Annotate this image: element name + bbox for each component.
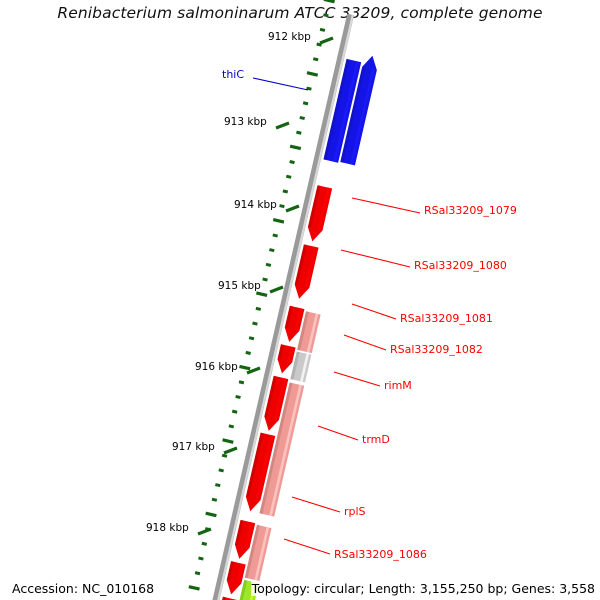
scale-tick xyxy=(245,350,251,355)
gene-label-rimM[interactable]: rimM xyxy=(384,379,412,392)
scale-tick xyxy=(248,336,255,341)
scale-tick xyxy=(238,380,245,385)
leader-line xyxy=(340,249,411,268)
gene-label-RSal33209_1079[interactable]: RSal33209_1079 xyxy=(424,204,517,217)
scale-tick xyxy=(222,438,234,444)
scale-tick xyxy=(228,424,235,429)
accession-text: Accession: NC_010168 xyxy=(12,581,155,596)
leader-line xyxy=(343,334,387,351)
leader-line-group xyxy=(252,77,421,555)
scale-label-914-kbp: 914 kbp xyxy=(234,199,277,211)
gene-label-RSal33209_1086[interactable]: RSal33209_1086 xyxy=(334,548,427,561)
status-bar: Accession: NC_010168 Topology: circular;… xyxy=(0,576,600,600)
scale-tick xyxy=(289,160,295,165)
axis-dash xyxy=(269,285,284,294)
gene-label-RSal33209_1082[interactable]: RSal33209_1082 xyxy=(390,343,483,356)
gene-label-trmD[interactable]: trmD xyxy=(362,433,390,446)
gene-red-2[interactable] xyxy=(294,244,319,299)
leader-line xyxy=(252,77,309,91)
scale-tick xyxy=(221,453,228,458)
gene-red-6[interactable] xyxy=(245,432,276,512)
scale-label-918-kbp: 918 kbp xyxy=(146,522,189,534)
leader-line xyxy=(351,303,397,320)
scale-tick xyxy=(231,409,238,414)
scale-label-913-kbp: 913 kbp xyxy=(224,116,267,128)
scale-tick xyxy=(306,86,312,91)
scale-tick xyxy=(194,571,201,576)
gene-red-4[interactable] xyxy=(277,344,296,374)
feature-salmon-1[interactable] xyxy=(297,311,321,354)
scale-tick xyxy=(198,556,204,561)
leader-line xyxy=(291,496,341,513)
scale-tick xyxy=(272,233,278,238)
axis-dash xyxy=(275,121,290,130)
scale-tick xyxy=(269,248,275,253)
scale-tick xyxy=(255,291,268,297)
scale-tick xyxy=(279,204,285,209)
inner-gene-track[interactable] xyxy=(219,58,362,600)
scale-tick xyxy=(299,115,305,121)
gene-red-3[interactable] xyxy=(284,305,305,342)
scale-tick xyxy=(188,585,200,591)
outer-feature-track[interactable] xyxy=(233,55,377,600)
scale-tick-group xyxy=(188,0,335,591)
axis-dash xyxy=(319,36,334,45)
scale-tick xyxy=(218,468,224,473)
axis-dash-group xyxy=(197,36,334,536)
gene-red-5[interactable] xyxy=(264,375,289,431)
leader-line xyxy=(317,425,359,441)
scale-label-916-kbp: 916 kbp xyxy=(195,361,238,373)
scale-tick xyxy=(312,57,319,62)
gene-red-8[interactable] xyxy=(226,561,246,595)
scale-tick xyxy=(323,13,329,18)
feature-blue-1[interactable] xyxy=(340,55,377,166)
scale-tick xyxy=(262,277,268,282)
feature-grey-1[interactable] xyxy=(290,351,312,383)
scale-tick xyxy=(319,27,326,32)
gene-red-1[interactable] xyxy=(307,185,333,242)
feature-salmon-3[interactable] xyxy=(244,524,272,581)
axis-dash xyxy=(285,204,300,213)
scale-tick xyxy=(285,174,292,179)
leader-line xyxy=(333,371,381,387)
scale-tick xyxy=(302,101,309,106)
gene-label-rplS[interactable]: rplS xyxy=(344,505,366,518)
scale-tick xyxy=(239,364,251,371)
genome-backbone xyxy=(212,13,355,600)
gene-label-thiC[interactable]: thiC xyxy=(222,68,245,81)
gene-label-RSal33209_1080[interactable]: RSal33209_1080 xyxy=(414,259,507,272)
scale-label-917-kbp: 917 kbp xyxy=(172,441,215,453)
axis-dash xyxy=(246,366,261,375)
scale-tick xyxy=(205,511,217,518)
scale-tick xyxy=(215,483,221,488)
scale-tick xyxy=(316,42,322,47)
scale-tick xyxy=(255,306,262,311)
scale-tick xyxy=(201,541,208,546)
scale-label-912-kbp: 912 kbp xyxy=(268,31,311,43)
axis-dash xyxy=(223,446,238,455)
feature-salmon-2[interactable] xyxy=(259,382,305,517)
gene-blue-1[interactable] xyxy=(323,58,362,163)
gene-red-7[interactable] xyxy=(234,519,256,559)
scale-tick xyxy=(211,497,218,502)
page-title: Renibacterium salmoninarum ATCC 33209, c… xyxy=(57,4,543,22)
scale-label-915-kbp: 915 kbp xyxy=(218,280,261,292)
scale-tick xyxy=(296,130,302,135)
scale-tick xyxy=(265,262,272,267)
scale-tick xyxy=(272,217,285,224)
scale-tick xyxy=(323,0,335,4)
scale-tick xyxy=(235,394,241,400)
scale-tick xyxy=(289,144,302,151)
scale-tick xyxy=(282,189,289,194)
scale-tick xyxy=(306,71,319,77)
topology-text: Topology: circular; Length: 3,155,250 bp… xyxy=(250,581,596,596)
leader-line xyxy=(283,538,331,555)
scale-tick xyxy=(252,321,258,326)
axis-dash xyxy=(197,527,212,536)
gene-label-RSal33209_1081[interactable]: RSal33209_1081 xyxy=(400,312,493,325)
leader-line xyxy=(351,197,421,214)
